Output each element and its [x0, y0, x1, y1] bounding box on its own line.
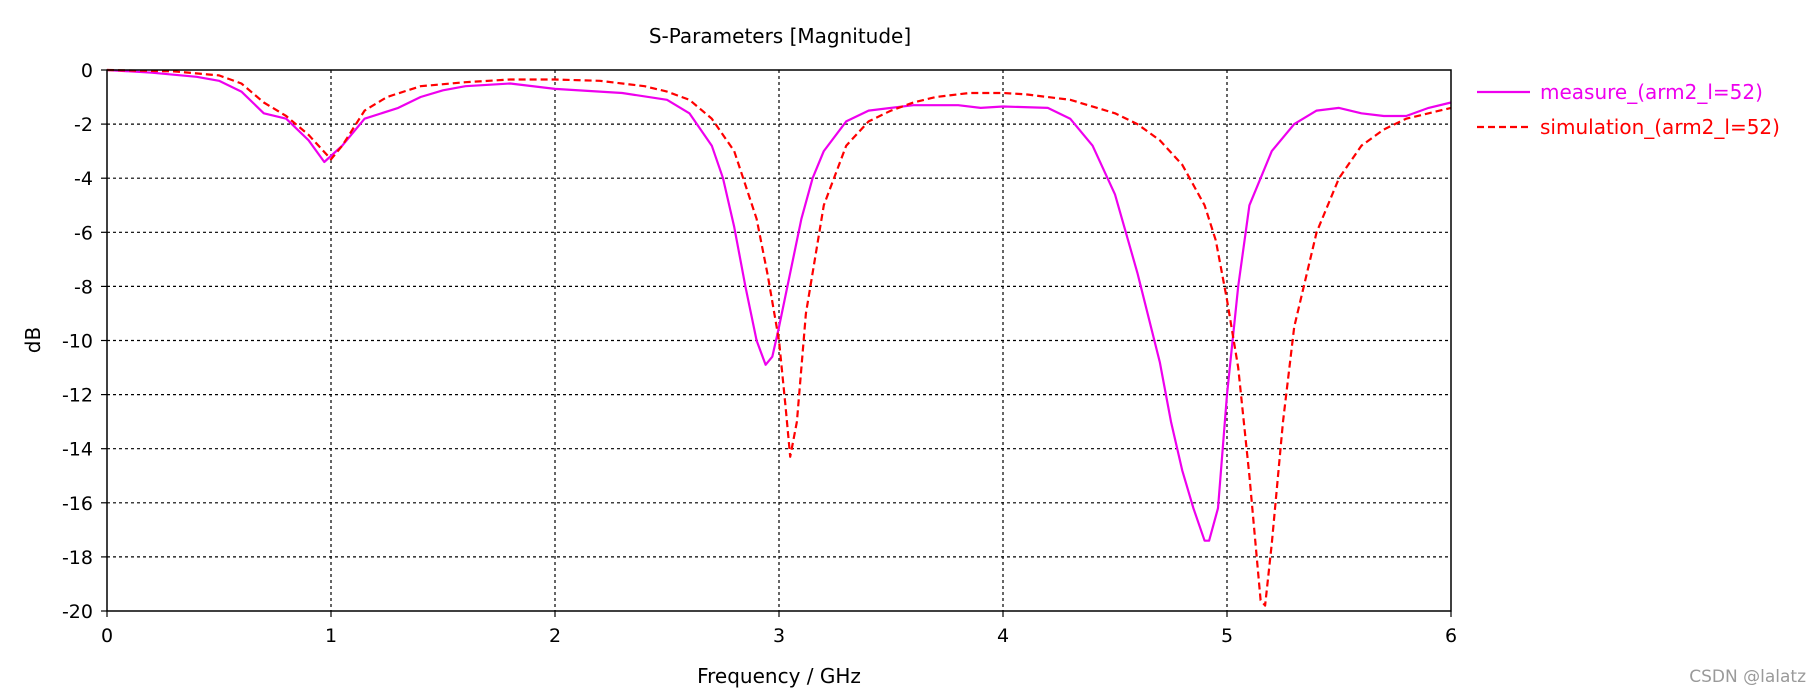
y-axis-label: dB — [21, 327, 45, 353]
y-tick-label: -20 — [62, 601, 93, 623]
y-tick-label: -18 — [62, 547, 93, 569]
y-tick-label: -2 — [74, 114, 93, 136]
grid-lines — [107, 70, 1451, 611]
y-tick-label: -16 — [62, 493, 93, 515]
y-tick-label: -14 — [62, 439, 93, 461]
legend-label: measure_(arm2_l=52) — [1540, 80, 1763, 104]
series-layer — [106, 68, 1452, 607]
y-tick-label: -12 — [62, 385, 93, 407]
legend-label: simulation_(arm2_l=52) — [1540, 115, 1780, 139]
x-tick-label: 5 — [1221, 625, 1233, 647]
y-tick-label: -8 — [74, 276, 93, 298]
x-axis-ticks: 0 1 2 3 4 5 6 — [101, 611, 1457, 647]
y-tick-label: -10 — [62, 331, 93, 353]
x-tick-label: 2 — [549, 625, 561, 647]
series-line-measure — [106, 68, 1452, 542]
chart-title: S-Parameters [Magnitude] — [649, 24, 911, 48]
x-axis-label: Frequency / GHz — [697, 664, 861, 688]
x-tick-label: 6 — [1445, 625, 1457, 647]
x-tick-label: 0 — [101, 625, 113, 647]
x-tick-label: 1 — [325, 625, 337, 647]
y-axis-ticks: 0 -2 -4 -6 -8 -10 -12 -14 -16 -18 -20 — [62, 60, 107, 623]
watermark: CSDN @lalatz — [1689, 667, 1806, 687]
y-tick-label: -4 — [74, 168, 93, 190]
x-tick-label: 4 — [997, 625, 1009, 647]
series-line-simulation — [106, 68, 1452, 607]
x-tick-label: 3 — [773, 625, 785, 647]
y-tick-label: -6 — [74, 222, 93, 244]
legend: measure_(arm2_l=52) simulation_(arm2_l=52… — [1477, 80, 1780, 139]
y-tick-label: 0 — [81, 60, 93, 82]
